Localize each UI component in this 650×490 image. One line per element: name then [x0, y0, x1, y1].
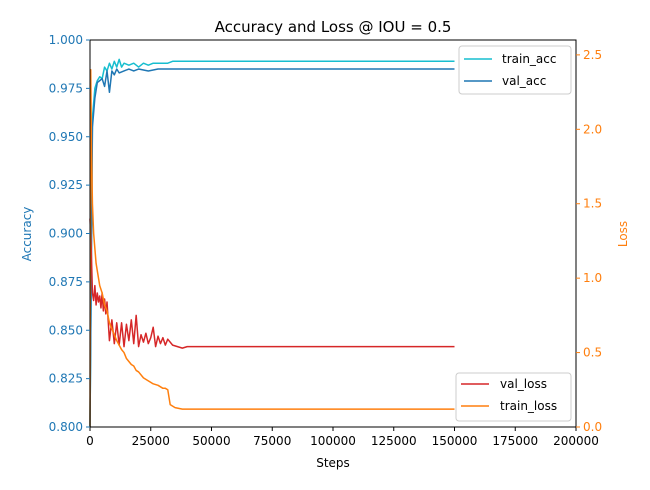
legend-train-acc-label: train_acc — [502, 52, 556, 66]
x-tick-label: 25000 — [132, 434, 170, 448]
y-right-tick-label: 2.0 — [583, 122, 602, 136]
y-left-tick-label: 0.800 — [49, 420, 83, 434]
y-axis-left-label: Accuracy — [20, 207, 34, 262]
y-right-tick-label: 1.0 — [583, 271, 602, 285]
y-right-tick-label: 2.5 — [583, 48, 602, 62]
y-right-tick-label: 0.5 — [583, 346, 602, 360]
x-tick-label: 50000 — [192, 434, 230, 448]
x-tick-label: 200000 — [553, 434, 599, 448]
legend-val-acc-label: val_acc — [502, 74, 546, 88]
y-right-tick-label: 0.0 — [583, 420, 602, 434]
x-tick-label: 175000 — [492, 434, 538, 448]
y-axis-right-label: Loss — [616, 221, 630, 247]
x-axis-label: Steps — [316, 456, 350, 470]
legend-loss: val_loss train_loss — [456, 373, 571, 421]
y-left-tick-label: 1.000 — [49, 33, 83, 47]
y-left-tick-label: 0.850 — [49, 323, 83, 337]
x-tick-label: 150000 — [432, 434, 478, 448]
x-tick-label: 125000 — [371, 434, 417, 448]
legend-accuracy: train_acc val_acc — [459, 46, 571, 94]
x-tick-label: 100000 — [310, 434, 356, 448]
y-left-tick-label: 0.825 — [49, 372, 83, 386]
x-tick-label: 75000 — [253, 434, 291, 448]
y-left-tick-label: 0.875 — [49, 275, 83, 289]
y-right-tick-label: 1.5 — [583, 197, 602, 211]
legend-val-loss-label: val_loss — [500, 377, 547, 391]
x-tick-label: 0 — [86, 434, 94, 448]
chart-title: Accuracy and Loss @ IOU = 0.5 — [215, 18, 452, 36]
y-left-tick-label: 0.950 — [49, 130, 83, 144]
y-left-tick-label: 0.975 — [49, 81, 83, 95]
legend-train-loss-label: train_loss — [500, 399, 557, 413]
y-left-tick-label: 0.900 — [49, 227, 83, 241]
y-left-tick-label: 0.925 — [49, 178, 83, 192]
